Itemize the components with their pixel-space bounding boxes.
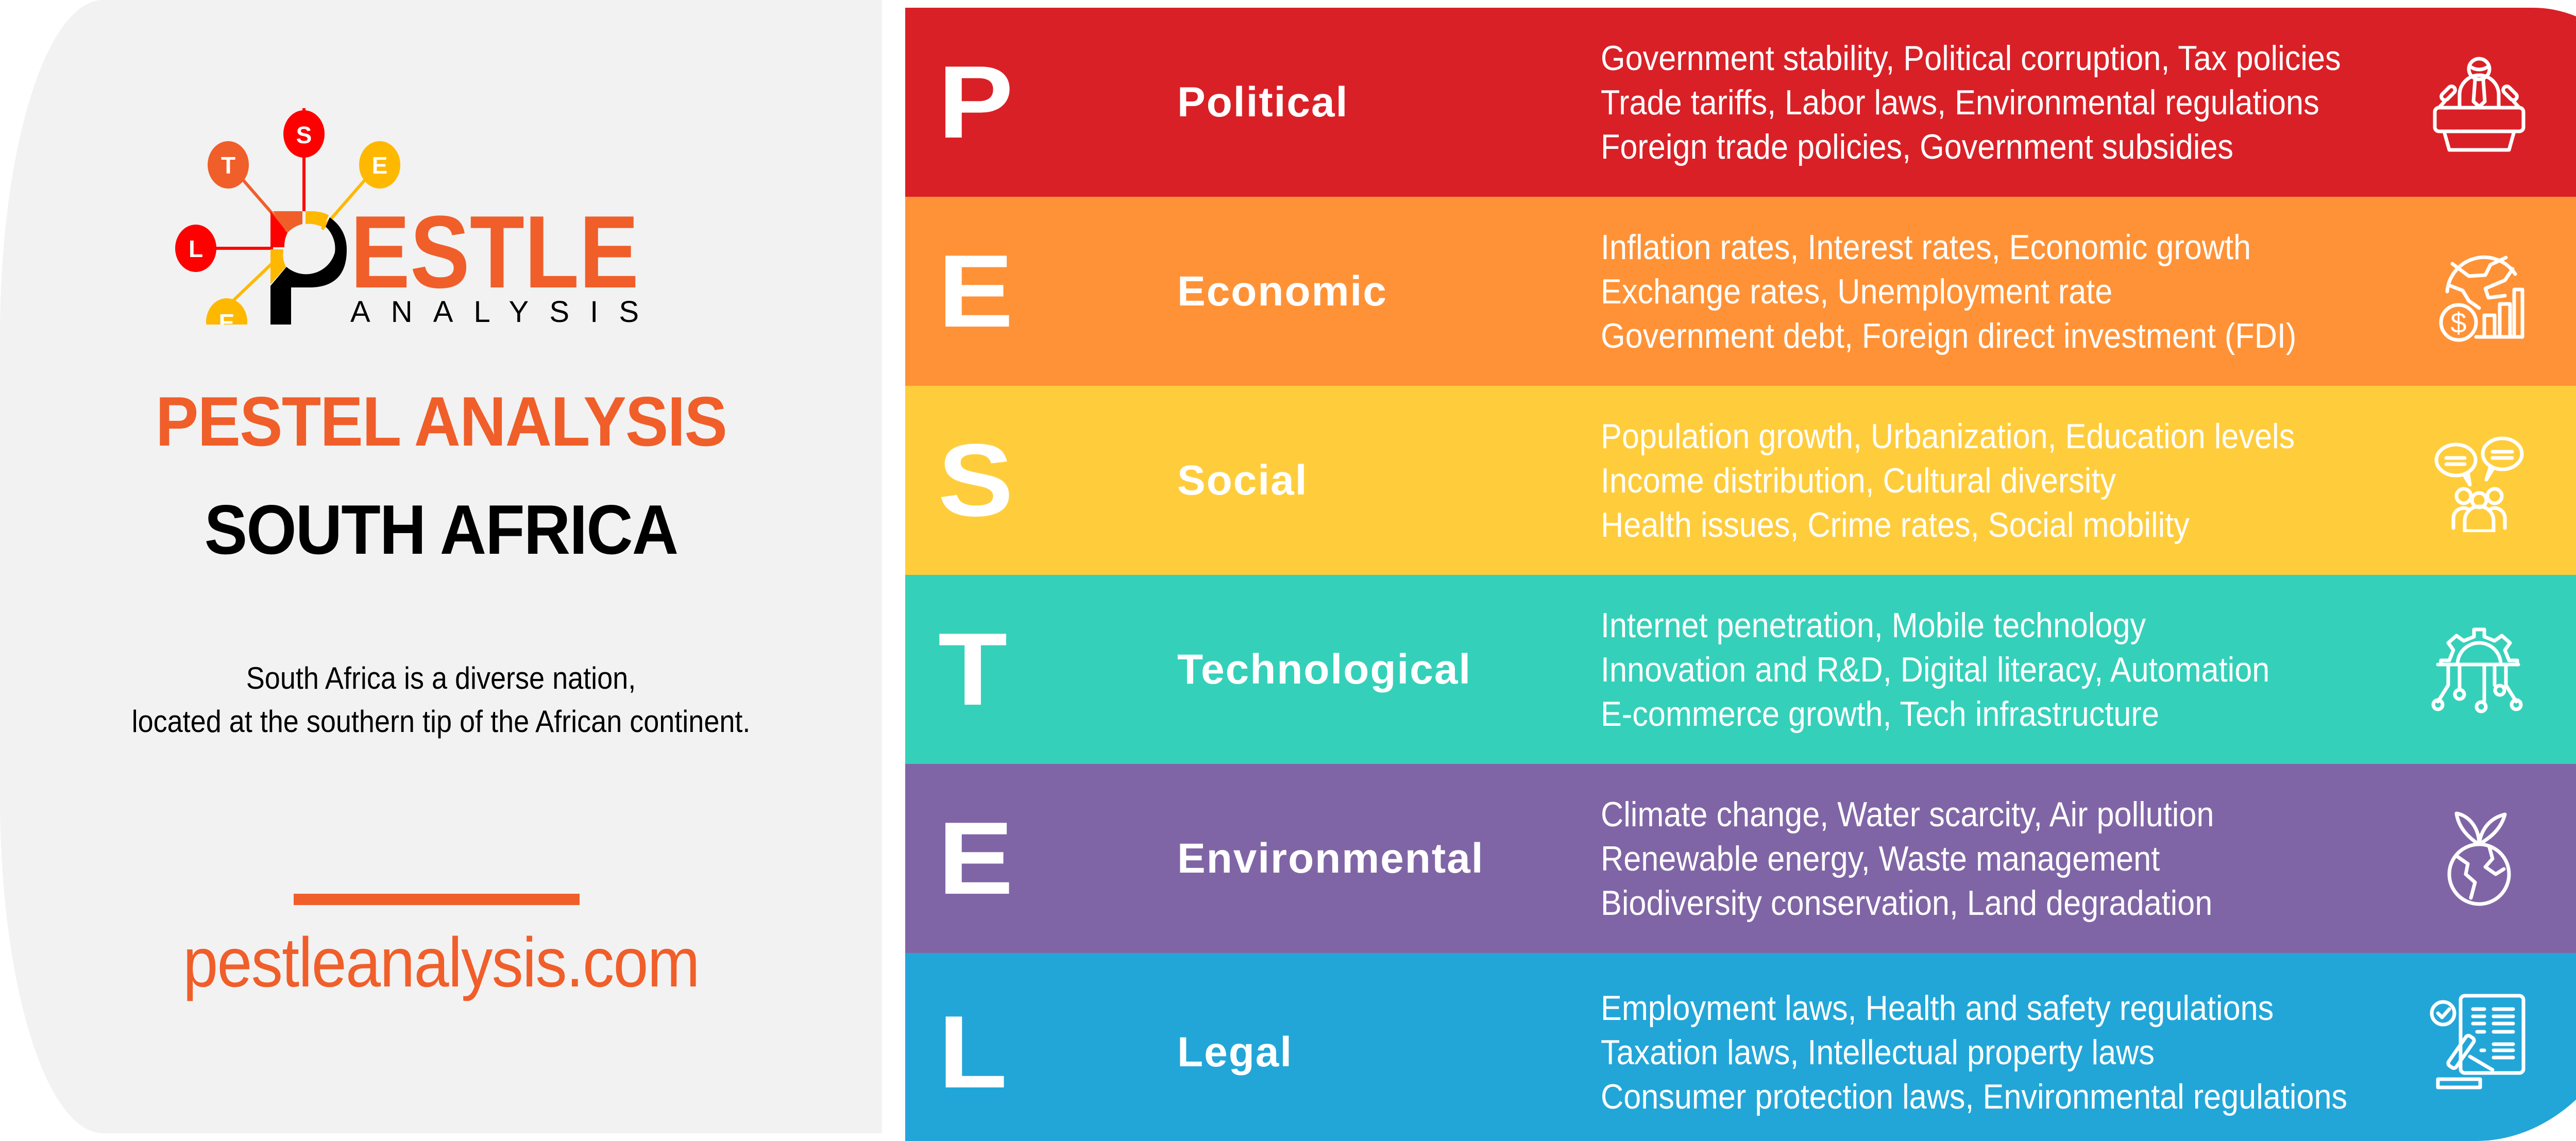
svg-text:ESTLE: ESTLE: [350, 195, 639, 310]
factor-item: Innovation and R&D, Digital literacy, Au…: [1601, 650, 2270, 689]
factor-item: Climate change, Water scarcity, Air poll…: [1601, 794, 2214, 834]
factor-label: Political: [1177, 78, 1349, 126]
factor-item: Inflation rates, Interest rates, Economi…: [1601, 227, 2251, 267]
factor-items: Employment laws, Health and safety regul…: [1601, 986, 2430, 1119]
factor-letter: E: [938, 233, 1014, 349]
factor-economic: E Economic Inflation rates, Interest rat…: [905, 197, 2576, 386]
svg-text:S: S: [296, 122, 312, 148]
factor-items: Government stability, Political corrupti…: [1601, 36, 2423, 169]
description-line-1: South Africa is a diverse nation,: [246, 661, 636, 695]
factor-label: Environmental: [1177, 835, 1484, 882]
gear-circuit-icon: [2428, 618, 2531, 721]
factor-items: Climate change, Water scarcity, Air poll…: [1601, 792, 2282, 925]
factor-items: Population growth, Urbanization, Educati…: [1601, 414, 2372, 547]
factor-item: Trade tariffs, Labor laws, Environmental…: [1601, 82, 2319, 122]
factor-technological: T Technological Internet penetration, Mo…: [905, 575, 2576, 764]
factor-item: Employment laws, Health and safety regul…: [1601, 988, 2274, 1028]
left-panel: S T E L E ESTLE ANALYSIS PESTEL ANALYSIS…: [0, 0, 882, 1133]
factor-letter: L: [938, 994, 1008, 1110]
description-line-2: located at the southern tip of the Afric…: [131, 704, 751, 739]
page-title: PESTEL ANALYSIS: [155, 382, 727, 461]
factor-item: Taxation laws, Intellectual property law…: [1601, 1032, 2155, 1072]
country-description: South Africa is a diverse nation, locate…: [44, 657, 838, 743]
factor-item: Foreign trade policies, Government subsi…: [1601, 127, 2234, 166]
factor-label: Legal: [1177, 1028, 1293, 1076]
svg-text:E: E: [219, 309, 235, 325]
factor-item: E-commerce growth, Tech infrastructure: [1601, 694, 2159, 734]
country-title: SOUTH AFRICA: [204, 490, 679, 569]
factor-label: Social: [1177, 456, 1308, 504]
factor-legal: L Legal Employment laws, Health and safe…: [905, 953, 2576, 1141]
factor-item: Population growth, Urbanization, Educati…: [1601, 416, 2295, 456]
svg-text:$: $: [2450, 306, 2466, 339]
factor-letter: E: [938, 801, 1014, 916]
factor-environmental: E Environmental Climate change, Water sc…: [905, 764, 2576, 953]
factor-letter: P: [938, 44, 1014, 160]
podium-speaker-icon: [2428, 51, 2531, 154]
svg-text:T: T: [221, 152, 235, 179]
factor-item: Consumer protection laws, Environmental …: [1601, 1077, 2348, 1116]
factor-letter: T: [938, 611, 1008, 727]
pestle-logo-icon: S T E L E ESTLE ANALYSIS: [175, 108, 639, 346]
factor-letter: S: [938, 422, 1014, 538]
pestle-factor-list: P Political Government stability, Politi…: [905, 8, 2576, 1141]
pestle-logo: S T E L E ESTLE ANALYSIS: [175, 103, 701, 346]
factor-item: Income distribution, Cultural diversity: [1601, 461, 2116, 500]
globe-leaves-icon: [2428, 807, 2531, 910]
gavel-document-icon: [2428, 991, 2531, 1094]
factor-label: Technological: [1177, 645, 1472, 693]
factor-political: P Political Government stability, Politi…: [905, 8, 2576, 197]
factor-social: S Social Population growth, Urbanization…: [905, 386, 2576, 575]
divider-bar: [294, 894, 580, 905]
factor-label: Economic: [1177, 267, 1387, 315]
factor-item: Renewable energy, Waste management: [1601, 839, 2160, 878]
factor-item: Government stability, Political corrupti…: [1601, 38, 2341, 78]
factor-item: Biodiversity conservation, Land degradat…: [1601, 883, 2213, 923]
svg-text:L: L: [189, 235, 203, 262]
factor-item: Health issues, Crime rates, Social mobil…: [1601, 505, 2190, 544]
website-link[interactable]: pestleanalysis.com: [183, 923, 700, 1001]
factor-items: Inflation rates, Interest rates, Economi…: [1601, 225, 2374, 358]
factor-item: Internet penetration, Mobile technology: [1601, 605, 2146, 645]
globe-dollar-chart-icon: $: [2428, 240, 2531, 343]
people-chat-icon: [2428, 429, 2531, 533]
factor-item: Exchange rates, Unemployment rate: [1601, 271, 2113, 311]
factor-items: Internet penetration, Mobile technology …: [1601, 603, 2344, 736]
factor-item: Government debt, Foreign direct investme…: [1601, 316, 2297, 355]
svg-text:E: E: [372, 152, 388, 179]
